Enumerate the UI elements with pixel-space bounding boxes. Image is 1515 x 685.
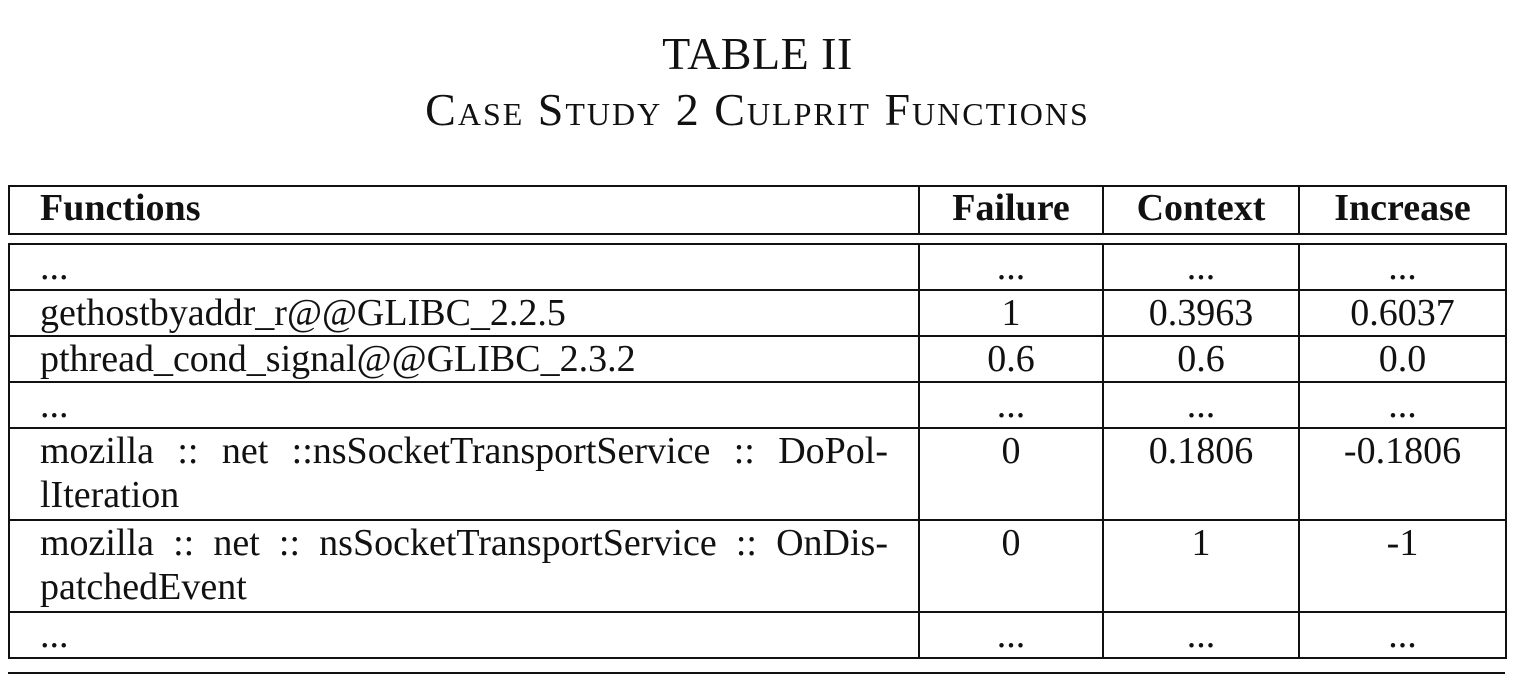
failure-cell: ... (918, 244, 1104, 291)
function-cell: ... (8, 612, 920, 659)
function-cell: mozilla :: net :: nsSocketTransportServi… (8, 520, 920, 613)
failure-cell: 0 (918, 428, 1104, 521)
function-cell: mozilla :: net ::nsSocketTransportServic… (8, 428, 920, 521)
increase-cell: ... (1298, 244, 1507, 291)
header-row: Functions Failure Context Increase (8, 185, 1507, 235)
table-row: ... ... ... ... (8, 612, 1507, 659)
context-cell: ... (1102, 382, 1300, 429)
failure-cell: 1 (918, 290, 1104, 337)
header-gap (9, 234, 1506, 245)
increase-cell: 0.6037 (1298, 290, 1507, 337)
function-cell: ... (8, 244, 920, 291)
failure-cell: ... (918, 382, 1104, 429)
table-label: TABLE II (662, 28, 853, 79)
culprit-functions-table: Functions Failure Context Increase ... .… (8, 185, 1507, 659)
table-title: Case Study 2 Culprit Functions (425, 84, 1090, 135)
increase-cell: -1 (1298, 520, 1507, 613)
increase-cell: 0.0 (1298, 336, 1507, 383)
bottom-rule (8, 672, 1505, 674)
context-cell: 0.6 (1102, 336, 1300, 383)
increase-cell: -0.1806 (1298, 428, 1507, 521)
function-cell: gethostbyaddr_r@@GLIBC_2.2.5 (8, 290, 920, 337)
table-row: mozilla :: net :: nsSocketTransportServi… (8, 520, 1507, 613)
table-row: pthread_cond_signal@@GLIBC_2.3.2 0.6 0.6… (8, 336, 1507, 383)
failure-cell: ... (918, 612, 1104, 659)
context-cell: 0.1806 (1102, 428, 1300, 521)
function-cell: ... (8, 382, 920, 429)
header-functions: Functions (8, 185, 920, 235)
increase-cell: ... (1298, 612, 1507, 659)
increase-cell: ... (1298, 382, 1507, 429)
context-cell: ... (1102, 244, 1300, 291)
table-row: ... ... ... ... (8, 382, 1507, 429)
context-cell: ... (1102, 612, 1300, 659)
failure-cell: 0 (918, 520, 1104, 613)
header-context: Context (1102, 185, 1300, 235)
context-cell: 1 (1102, 520, 1300, 613)
header-increase: Increase (1298, 185, 1507, 235)
failure-cell: 0.6 (918, 336, 1104, 383)
function-cell: pthread_cond_signal@@GLIBC_2.3.2 (8, 336, 920, 383)
table-row: mozilla :: net ::nsSocketTransportServic… (8, 428, 1507, 521)
header-failure: Failure (918, 185, 1104, 235)
table-row: ... ... ... ... (8, 244, 1507, 291)
context-cell: 0.3963 (1102, 290, 1300, 337)
table-row: gethostbyaddr_r@@GLIBC_2.2.5 1 0.3963 0.… (8, 290, 1507, 337)
